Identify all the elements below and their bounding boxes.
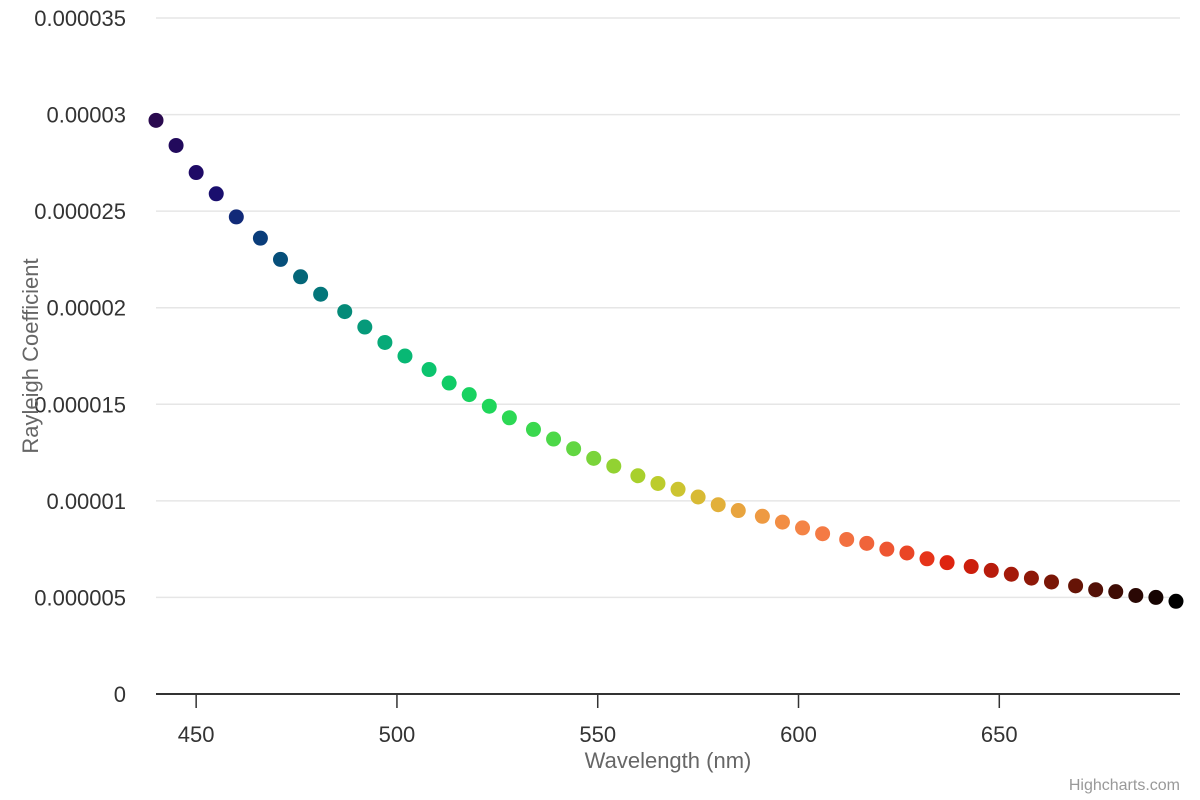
data-point[interactable] [1068,578,1084,594]
data-point[interactable] [337,304,353,320]
data-point[interactable] [148,112,164,128]
x-tick-label: 650 [981,722,1018,747]
data-point[interactable] [1088,582,1104,598]
data-point[interactable] [313,286,329,302]
data-point[interactable] [730,503,746,519]
y-tick-label: 0.00003 [46,103,126,128]
y-axis-tick-labels: 0 0.000005 0.00001 0.000015 0.00002 0.000025 0… [34,6,126,707]
data-point[interactable] [1043,574,1059,590]
y-tick-label: 0.000005 [34,585,126,610]
data-point[interactable] [899,545,915,561]
data-point[interactable] [1168,593,1184,609]
data-point[interactable] [1108,584,1124,600]
x-axis-ticks [195,694,1001,708]
data-point[interactable] [228,209,244,225]
y-tick-label: 0.000025 [34,199,126,224]
data-point[interactable] [670,481,686,497]
data-point[interactable] [252,230,268,246]
x-axis-tick-labels: 450 500 550 600 650 [178,722,1018,747]
y-tick-label: 0 [114,682,126,707]
data-point[interactable] [421,362,437,378]
data-point[interactable] [859,535,875,551]
data-point[interactable] [710,497,726,513]
data-point[interactable] [397,348,413,364]
y-axis-title: Rayleigh Coefficient [18,258,43,453]
y-tick-label: 0.00001 [46,489,126,514]
data-point[interactable] [566,441,582,457]
data-point[interactable] [272,251,288,267]
data-point[interactable] [839,531,855,547]
x-tick-label: 500 [379,722,416,747]
x-tick-label: 550 [579,722,616,747]
data-point[interactable] [1148,589,1164,605]
x-tick-label: 600 [780,722,817,747]
data-point[interactable] [606,458,622,474]
data-point[interactable] [501,410,517,426]
credits-link[interactable]: Highcharts.com [1069,777,1180,794]
x-axis-title: Wavelength (nm) [585,748,752,773]
data-point[interactable] [293,269,309,285]
data-point[interactable] [879,541,895,557]
data-point[interactable] [939,555,955,571]
data-point[interactable] [963,559,979,575]
y-tick-label: 0.000015 [34,392,126,417]
data-point[interactable] [377,334,393,350]
data-point[interactable] [983,562,999,578]
data-point[interactable] [586,450,602,466]
x-tick-label: 450 [178,722,215,747]
y-tick-label: 0.000035 [34,6,126,31]
data-point[interactable] [774,514,790,530]
data-point[interactable] [1023,570,1039,586]
data-point[interactable] [754,508,770,524]
data-point[interactable] [1003,566,1019,582]
data-point[interactable] [650,475,666,491]
data-point[interactable] [481,398,497,414]
data-point[interactable] [441,375,457,391]
data-point[interactable] [357,319,373,335]
data-point[interactable] [168,137,184,153]
data-point[interactable] [461,387,477,403]
data-point[interactable] [1128,587,1144,603]
data-point[interactable] [630,468,646,484]
data-point[interactable] [188,165,204,181]
data-point[interactable] [208,186,224,202]
data-points [148,112,1184,609]
data-point[interactable] [815,526,831,542]
data-point[interactable] [525,421,541,437]
grid-lines [156,17,1180,599]
data-point[interactable] [795,520,811,536]
data-point[interactable] [919,551,935,567]
data-point[interactable] [546,431,562,447]
data-point[interactable] [690,489,706,505]
y-tick-label: 0.00002 [46,296,126,321]
